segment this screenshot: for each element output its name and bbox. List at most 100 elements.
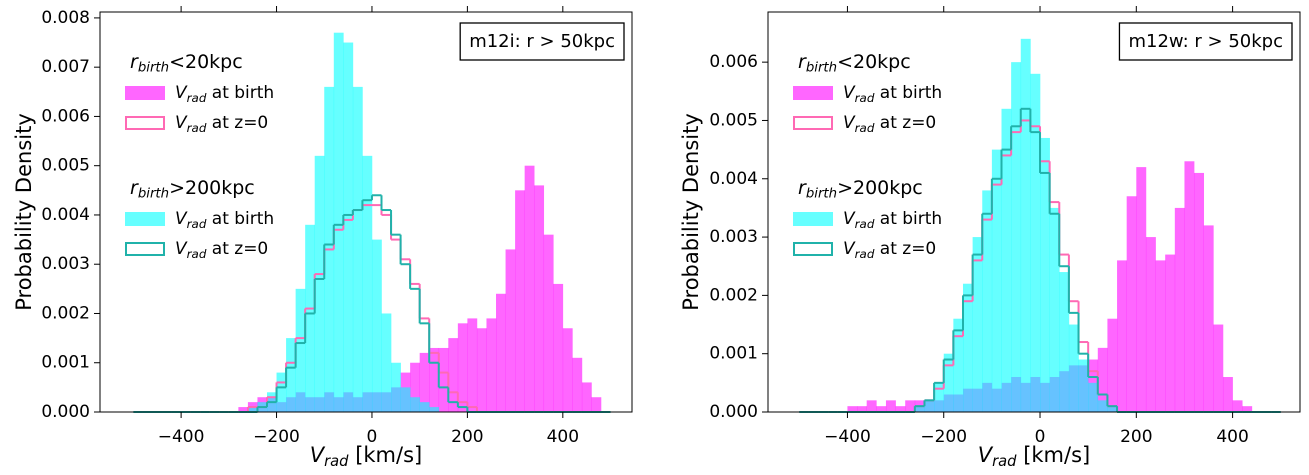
- legend-label: Vrad at z=0: [175, 113, 268, 134]
- histogram-bar: [991, 149, 1002, 413]
- histogram-bar: [1242, 406, 1253, 412]
- x-tick-label: 200: [451, 427, 483, 447]
- annotation: m12i: r > 50kpc: [469, 31, 615, 52]
- annotation: m12w: r > 50kpc: [1128, 31, 1283, 52]
- y-axis-label: Probability Density: [12, 113, 36, 311]
- histogram-bar: [591, 397, 602, 412]
- x-axis-label: Vrad [km/s]: [978, 443, 1090, 470]
- histogram-bar: [847, 406, 858, 412]
- histogram-bar: [515, 190, 525, 412]
- histogram-bar: [543, 234, 554, 412]
- legend-group-title-sub: birth: [806, 60, 837, 75]
- legend-label-main: V: [843, 209, 856, 229]
- histogram-bar: [247, 407, 258, 412]
- legend-group-title-rest: >200kpc: [169, 177, 255, 199]
- legend-label-rest: at z=0: [206, 113, 268, 133]
- legend-label-main: V: [175, 209, 188, 229]
- histogram-bar: [1222, 377, 1233, 412]
- legend-label-main: V: [175, 113, 188, 133]
- histogram-bar: [410, 362, 420, 412]
- y-tick-label: 0.006: [41, 106, 90, 126]
- histogram-bar: [1088, 382, 1099, 412]
- y-tick-label: 0.001: [709, 344, 758, 364]
- y-axis-label: Probability Density: [679, 113, 703, 311]
- histogram-bar: [419, 402, 430, 412]
- y-tick-label: 0.005: [709, 110, 758, 130]
- legend-label-rest: at z=0: [874, 113, 936, 133]
- histogram-bar: [1040, 137, 1050, 413]
- histogram-bar: [857, 406, 867, 412]
- legend-label-rest: at birth: [874, 83, 942, 103]
- legend-label-rest: at z=0: [874, 239, 936, 259]
- legend-group-title-rest: >200kpc: [837, 177, 923, 199]
- histogram-bar: [276, 372, 287, 412]
- histogram-bar: [553, 283, 564, 412]
- histogram-bar: [1020, 38, 1031, 413]
- legend-label: Vrad at z=0: [175, 239, 268, 260]
- histogram-bar: [362, 155, 373, 413]
- legend-swatch: [793, 212, 833, 226]
- histogram-bar: [534, 185, 545, 412]
- histogram-bar: [562, 328, 573, 412]
- legend-swatch: [125, 86, 165, 100]
- histogram-bar: [286, 338, 296, 412]
- histogram-bar: [1097, 400, 1108, 412]
- legend-label-sub: rad: [855, 246, 875, 260]
- histogram-bar: [914, 406, 925, 412]
- legend-label: Vrad at birth: [843, 209, 942, 230]
- legend-group-title-sub: birth: [138, 186, 169, 201]
- legend-label: Vrad at birth: [175, 209, 274, 230]
- histogram-bar: [866, 400, 877, 412]
- x-axis-label-rest: [km/s]: [349, 443, 423, 467]
- legend-swatch: [125, 116, 165, 130]
- histogram-bar: [295, 288, 306, 412]
- legend-label-rest: at birth: [206, 83, 274, 103]
- annotation-box: [1118, 22, 1293, 61]
- histogram-bar: [419, 352, 430, 412]
- legend-label-rest: at birth: [874, 209, 942, 229]
- histogram-bar: [934, 382, 945, 412]
- histogram-bar: [943, 353, 954, 412]
- axes-frame: [767, 11, 1301, 413]
- x-axis-label-sub: rad: [992, 453, 1017, 470]
- x-tick-label: 200: [1120, 427, 1152, 447]
- histogram-bar: [1107, 406, 1118, 412]
- x-axis-label-rest: [km/s]: [1017, 443, 1091, 467]
- legend-swatch: [793, 242, 833, 256]
- x-tick-label: 400: [547, 427, 579, 447]
- histogram-bar: [1068, 324, 1079, 412]
- y-tick-label: 0.000: [709, 402, 758, 422]
- histogram-bar: [496, 293, 506, 412]
- histogram-bar: [924, 400, 935, 412]
- legend-group-title: rbirth>200kpc: [798, 177, 923, 202]
- legend-group-title: rbirth>200kpc: [130, 177, 255, 202]
- histogram-bar: [448, 338, 459, 412]
- annotation-box: [459, 22, 625, 61]
- x-tick-label: 0: [1035, 427, 1046, 447]
- x-tick-label: −400: [158, 427, 205, 447]
- y-tick-label: 0.001: [41, 353, 90, 373]
- legend-label-rest: at birth: [206, 209, 274, 229]
- histogram-bar: [467, 318, 478, 412]
- legend-label-rest: at z=0: [206, 239, 268, 259]
- legend-swatch: [793, 86, 833, 100]
- histogram-bar: [314, 155, 325, 413]
- legend-label-main: V: [175, 83, 188, 103]
- legend-label-main: V: [843, 239, 856, 259]
- legend-label: Vrad at z=0: [843, 239, 936, 260]
- x-tick-label: −200: [920, 427, 967, 447]
- histogram-bar: [895, 406, 906, 412]
- legend-swatch: [793, 116, 833, 130]
- histogram-bar: [1165, 254, 1176, 412]
- legend-group-title-main: r: [798, 177, 807, 199]
- y-tick-label: 0.004: [709, 169, 758, 189]
- x-tick-label: −200: [253, 427, 300, 447]
- histogram-bar: [1059, 272, 1070, 412]
- y-tick-label: 0.002: [709, 285, 758, 305]
- legend-group-title-sub: birth: [138, 60, 169, 75]
- histogram-bar: [1097, 347, 1108, 412]
- histogram-bar: [581, 382, 592, 412]
- legend-group-title-main: r: [798, 51, 807, 73]
- histogram-bar: [1011, 62, 1022, 412]
- histogram-bar: [333, 32, 344, 412]
